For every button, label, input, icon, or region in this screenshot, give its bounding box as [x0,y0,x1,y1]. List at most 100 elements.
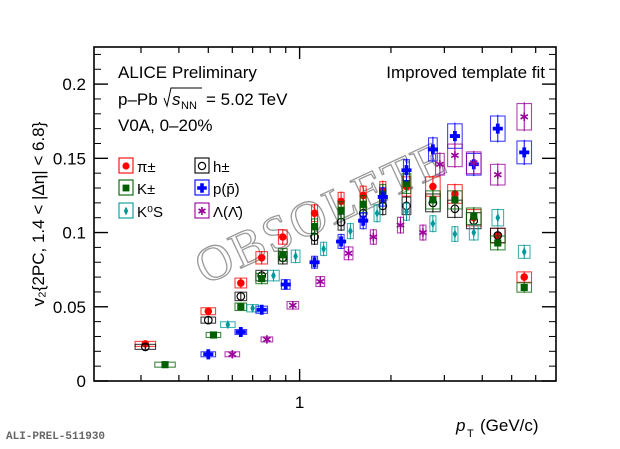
kch-marker [237,303,245,311]
data-point [491,208,505,227]
kch-marker [402,179,411,188]
data-point [205,331,222,339]
data-point [234,326,248,338]
k0s-marker [123,206,129,216]
p-marker [235,326,246,338]
k0s-marker [452,229,458,239]
kch-marker [161,361,169,369]
data-point [465,150,482,175]
p-marker [280,279,291,290]
kch-marker [122,184,130,192]
h-marker [203,315,213,325]
lambda-marker-arm [520,113,525,118]
data-point [255,251,269,265]
data-point [255,304,269,315]
k0s-marker [430,219,436,229]
data-points [134,102,533,369]
data-point [402,202,411,222]
data-point [489,235,506,251]
kch-marker [520,283,528,292]
axes [93,46,557,382]
data-point [517,244,531,259]
legend-item-lambda: Λ(Λ̄) [194,202,243,221]
legend-item-kch: K± [118,179,155,198]
data-point [320,241,328,257]
ticks: 0 0.05 0.1 0.15 0.2 1 [53,47,556,412]
kch-marker [494,239,502,247]
data-point [396,216,405,234]
data-point [358,211,369,230]
p-marker [197,183,207,193]
x-axis-title-p: p [455,416,465,435]
kch-marker [258,275,266,283]
lambda-marker [493,170,502,179]
data-point [277,229,288,245]
x-axis-title-unit: (GeV/c) [480,416,539,435]
data-point [373,204,381,223]
data-point [451,225,459,243]
legend-label: K± [137,181,155,198]
legend-label: π± [137,159,156,176]
h-marker [197,161,207,171]
pi-marker [204,307,213,316]
k0s-marker [321,244,326,254]
legend-item-h: h± [194,157,230,176]
lambda-marker [228,350,237,359]
lambda-marker-arm [316,278,321,283]
data-point [418,224,428,241]
method-label: Improved template fit [386,63,545,82]
lambda-marker [316,277,325,286]
legend-swatch [118,202,134,219]
data-point [309,255,320,269]
series-p [200,114,533,360]
k0s-marker [293,251,298,261]
data-point [224,350,241,359]
lambda-marker [396,220,405,230]
lambda-marker [262,335,271,344]
x-tick-label: 1 [295,393,304,412]
lambda-marker [450,151,459,160]
energy-subscript: NN [181,100,197,112]
data-point [220,319,236,330]
k0s-marker [404,207,409,217]
data-point [359,194,367,215]
legend: π± K± K⁰S h± p(p̄) Λ(Λ̄) [118,157,243,221]
system-energy-label: p–Pb s NN = 5.02 TeV [118,87,288,112]
data-point [200,349,217,360]
kch-marker [209,331,218,339]
legend-item-pi: π± [118,157,156,176]
lambda-marker-arm [418,229,424,234]
lambda-marker [520,112,529,121]
legend-label: K⁰S [137,204,163,221]
legend-item-p: p(p̄) [194,179,240,198]
legend-swatch [194,202,210,219]
data-point [516,282,533,293]
data-point [434,152,445,177]
k0s-marker [374,208,380,218]
kch-marker [470,212,478,220]
data-point [429,214,437,233]
data-point [401,158,412,182]
data-point [260,335,274,344]
legend-swatch [118,179,134,196]
x-axis-title: p T (GeV/c) [455,416,539,440]
kch-marker [310,223,319,231]
data-point [277,247,288,262]
y-tick-label: 0.1 [62,224,86,243]
k0s-marker [348,226,353,236]
kch-marker [359,200,367,208]
data-point [286,300,300,310]
experiment-label: ALICE Preliminary [118,63,257,82]
p-marker [401,165,412,176]
lambda-marker-arm [198,208,203,212]
y-tick-label: 0 [77,372,86,391]
data-point [200,307,217,316]
y-tick-label: 0.05 [53,298,86,317]
lambda-marker-arm [396,222,401,226]
data-point [369,229,378,245]
legend-swatch [194,157,210,174]
p-marker [519,147,530,158]
legend-label: p(p̄) [213,181,240,198]
p-marker [492,123,503,134]
kch-marker [337,206,345,214]
